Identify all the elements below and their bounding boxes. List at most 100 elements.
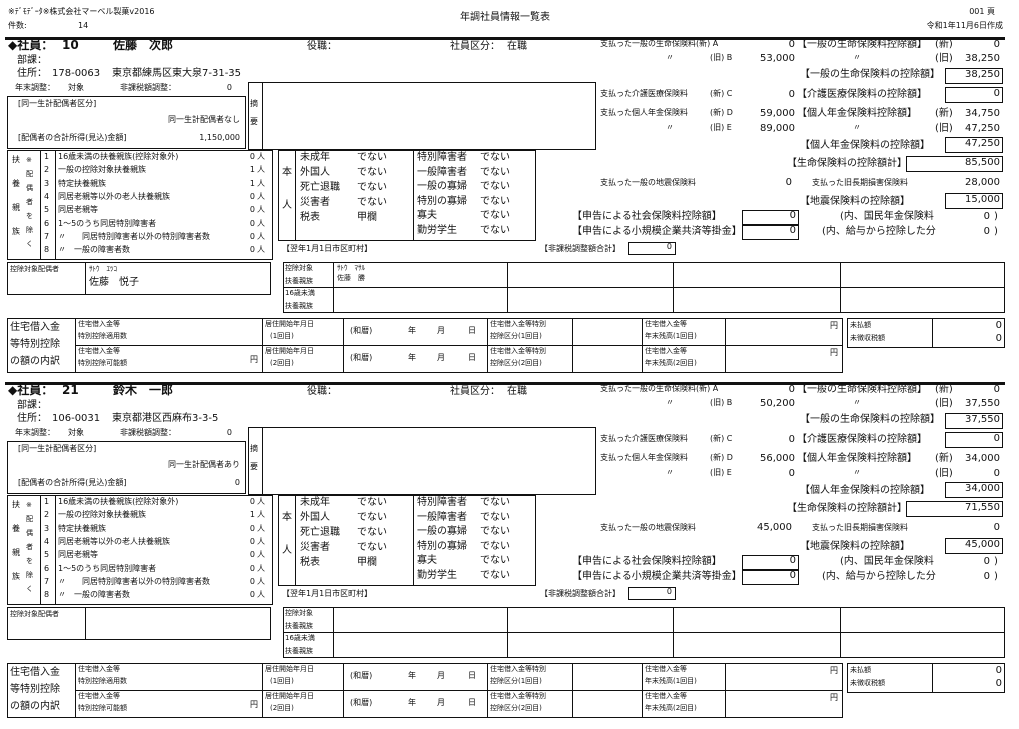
nontax-total-box xyxy=(628,242,676,255)
divider xyxy=(295,150,296,241)
self-side-label: 人 xyxy=(282,545,292,556)
housing-loan-box xyxy=(7,318,843,373)
divider xyxy=(725,663,726,718)
dependents-side-label: 親 xyxy=(12,548,20,557)
spouse-name: 佐藤 悦子 xyxy=(89,277,139,288)
new-c-label: (新) C xyxy=(710,89,733,98)
life-ded-total-value: 37,550 xyxy=(965,414,1000,425)
value-a: 0 xyxy=(788,384,795,395)
dependent-row-number: 7 xyxy=(44,576,50,586)
divider xyxy=(283,287,1005,288)
under16-label: 16歳未満 xyxy=(285,634,315,642)
life-old-value: 38,250 xyxy=(965,53,1000,64)
self-status-label: 特別障害者 xyxy=(417,497,467,508)
nontax-total-label: 【非課税調整額合計】 xyxy=(540,589,620,598)
person-unit: 人 xyxy=(257,165,265,175)
employee-id-label: ◆社員： xyxy=(8,383,54,397)
page-number: 001 頁 xyxy=(969,7,995,16)
spouse-target-box xyxy=(7,262,271,295)
life-total-box xyxy=(906,501,1003,517)
move-in-date-label: (1回目) xyxy=(270,677,294,685)
loan-balance-label: 住宅借入金等 xyxy=(645,347,687,355)
divider xyxy=(262,318,263,373)
dependent-kana: ｻﾄｳ ﾏｻﾙ xyxy=(337,264,365,272)
pension-ded-total-label: 【個人年金保険料の控除額】 xyxy=(800,485,930,496)
spouse-kubun-label: [同一生計配偶者区分] xyxy=(18,444,97,453)
housing-item-label: 特別控除適用数 xyxy=(78,332,127,340)
divider xyxy=(487,318,488,373)
housing-item-label: 特別控除可能額 xyxy=(78,359,127,367)
self-status-label: 税表 xyxy=(300,557,320,568)
dependents-note: 者 xyxy=(26,543,33,551)
remarks-label: 摘 xyxy=(250,444,258,453)
yen-unit: 円 xyxy=(250,355,258,364)
dependent-row-count: 0 xyxy=(249,576,255,586)
dependent-row-count: 0 xyxy=(249,536,255,546)
dependents-side-label: 扶 xyxy=(12,500,20,509)
spouse-income-value: 0 xyxy=(234,478,240,487)
salary-deduct-label: (内、給与から控除した分 xyxy=(822,226,936,237)
life-ded-total-value: 38,250 xyxy=(965,69,1000,80)
salary-deduct-value: 0 xyxy=(983,571,990,582)
uncollected-value: 0 xyxy=(995,678,1002,689)
municipality-label: 【翌年1月1日市区町村】 xyxy=(282,244,373,253)
dependent-row-label: 〃 一般の障害者数 xyxy=(58,245,130,255)
self-status-box xyxy=(278,495,536,586)
divider xyxy=(642,318,643,373)
divider xyxy=(283,632,1005,633)
value-c: 0 xyxy=(788,89,795,100)
social-ins-label: 【申告による社会保険料控除額】 xyxy=(572,556,722,567)
deduction-kubun-label: 住宅借入金等特別 xyxy=(490,347,546,355)
month-label: 月 xyxy=(437,698,445,707)
self-status-label: 特別の寡婦 xyxy=(417,540,467,552)
pension-ded-total-value: 47,250 xyxy=(965,138,1000,149)
category-label: 社員区分： xyxy=(450,386,500,397)
dependents-side-label: 親 xyxy=(12,203,20,212)
self-status-label: 特別の寡婦 xyxy=(417,195,467,207)
small-biz-box xyxy=(742,570,799,585)
value-a: 0 xyxy=(788,39,795,50)
social-ins-value: 0 xyxy=(789,210,796,221)
new-label: (新) xyxy=(935,39,953,50)
self-side-label: 本 xyxy=(282,167,292,178)
dependent-row-number: 1 xyxy=(44,497,50,506)
housing-label: 住宅借入金 xyxy=(10,667,60,678)
social-ins-box xyxy=(742,555,799,570)
dependent-row-number: 2 xyxy=(44,165,50,175)
dependents-note: を xyxy=(26,212,33,220)
dependent-row-count: 0 xyxy=(249,590,255,600)
dependents-note: 偶 xyxy=(26,184,33,192)
remarks-label: 摘 xyxy=(250,99,258,108)
self-status-label: 外国人 xyxy=(300,167,330,178)
new-label: (新) xyxy=(935,384,953,395)
self-status-value: でない xyxy=(357,497,387,508)
value-e: 0 xyxy=(788,468,795,479)
dependents-side-label: 族 xyxy=(12,227,20,236)
dependent-row-label: 〃 同居特別障害者以外の特別障害者数 xyxy=(58,231,210,241)
divider xyxy=(75,663,76,718)
dependents-side-label: 族 xyxy=(12,572,20,581)
small-biz-box xyxy=(742,225,799,240)
self-status-value: でない xyxy=(480,569,510,581)
person-unit: 人 xyxy=(257,510,265,520)
self-status-label: 未成年 xyxy=(300,497,330,508)
yen-unit: 円 xyxy=(830,693,838,702)
dependents-note: 者 xyxy=(26,198,33,206)
care-ded-label: 【介護医療保険料の控除額】 xyxy=(797,434,927,445)
life-total-value: 85,500 xyxy=(965,157,1000,168)
social-ins-value: 0 xyxy=(789,555,796,566)
dependents-note: を xyxy=(26,557,33,565)
day-label: 日 xyxy=(468,353,476,362)
dependent-row-label: 16歳未満の扶養親族(控除対象外) xyxy=(58,497,179,506)
dependents-note: 配 xyxy=(26,515,33,523)
dependent-row-number: 5 xyxy=(44,550,50,560)
new-d-label: (新) D xyxy=(710,108,733,117)
pension-ded-total-box xyxy=(945,482,1003,498)
self-status-label: 一般の寡婦 xyxy=(417,181,467,192)
quake-ded-box xyxy=(945,538,1003,554)
person-unit: 人 xyxy=(257,205,265,215)
self-status-value: でない xyxy=(480,224,510,236)
loan-balance-label: 住宅借入金等 xyxy=(645,665,687,673)
pension-old-value: 0 xyxy=(993,468,1000,479)
dependent-row-label: 1～5のうち同居特別障害者 xyxy=(58,218,157,228)
